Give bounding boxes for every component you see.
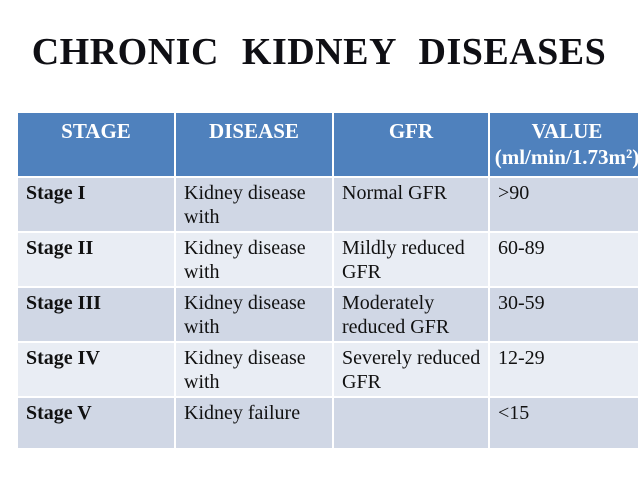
cell-gfr: Normal GFR xyxy=(333,177,490,233)
cell-value: >90 xyxy=(489,177,638,233)
table-header-row: STAGE DISEASE GFR VALUE (ml/min/1.73m²) xyxy=(18,113,638,178)
cell-disease: Kidney disease with xyxy=(175,232,334,288)
cell-value: <15 xyxy=(489,397,638,448)
cell-gfr: Mildly reduced GFR xyxy=(333,232,490,288)
ckd-stages-table: STAGE DISEASE GFR VALUE (ml/min/1.73m²) … xyxy=(18,113,638,448)
cell-stage: Stage III xyxy=(18,287,176,343)
cell-stage: Stage I xyxy=(18,177,176,233)
cell-value: 60-89 xyxy=(489,232,638,288)
cell-disease: Kidney disease with xyxy=(175,342,334,398)
column-header-gfr: GFR xyxy=(333,113,490,178)
cell-disease: Kidney disease with xyxy=(175,287,334,343)
column-header-stage: STAGE xyxy=(18,113,176,178)
cell-value: 12-29 xyxy=(489,342,638,398)
column-header-value-label: VALUE xyxy=(531,119,603,143)
page-title: CHRONIC KIDNEY DISEASES xyxy=(31,31,607,73)
column-header-disease: DISEASE xyxy=(175,113,334,178)
column-header-value-unit: (ml/min/1.73m²) xyxy=(494,145,638,170)
table-row: Stage I Kidney disease with Normal GFR >… xyxy=(18,177,638,233)
table-row: Stage V Kidney failure <15 xyxy=(18,397,638,448)
column-header-value: VALUE (ml/min/1.73m²) xyxy=(489,113,638,178)
cell-disease: Kidney disease with xyxy=(175,177,334,233)
cell-stage: Stage II xyxy=(18,232,176,288)
table-row: Stage III Kidney disease with Moderately… xyxy=(18,287,638,343)
cell-stage: Stage IV xyxy=(18,342,176,398)
cell-value: 30-59 xyxy=(489,287,638,343)
cell-gfr: Severely reduced GFR xyxy=(333,342,490,398)
cell-stage: Stage V xyxy=(18,397,176,448)
cell-gfr: Moderately reduced GFR xyxy=(333,287,490,343)
table-row: Stage II Kidney disease with Mildly redu… xyxy=(18,232,638,288)
table-row: Stage IV Kidney disease with Severely re… xyxy=(18,342,638,398)
cell-disease: Kidney failure xyxy=(175,397,334,448)
cell-gfr xyxy=(333,397,490,448)
